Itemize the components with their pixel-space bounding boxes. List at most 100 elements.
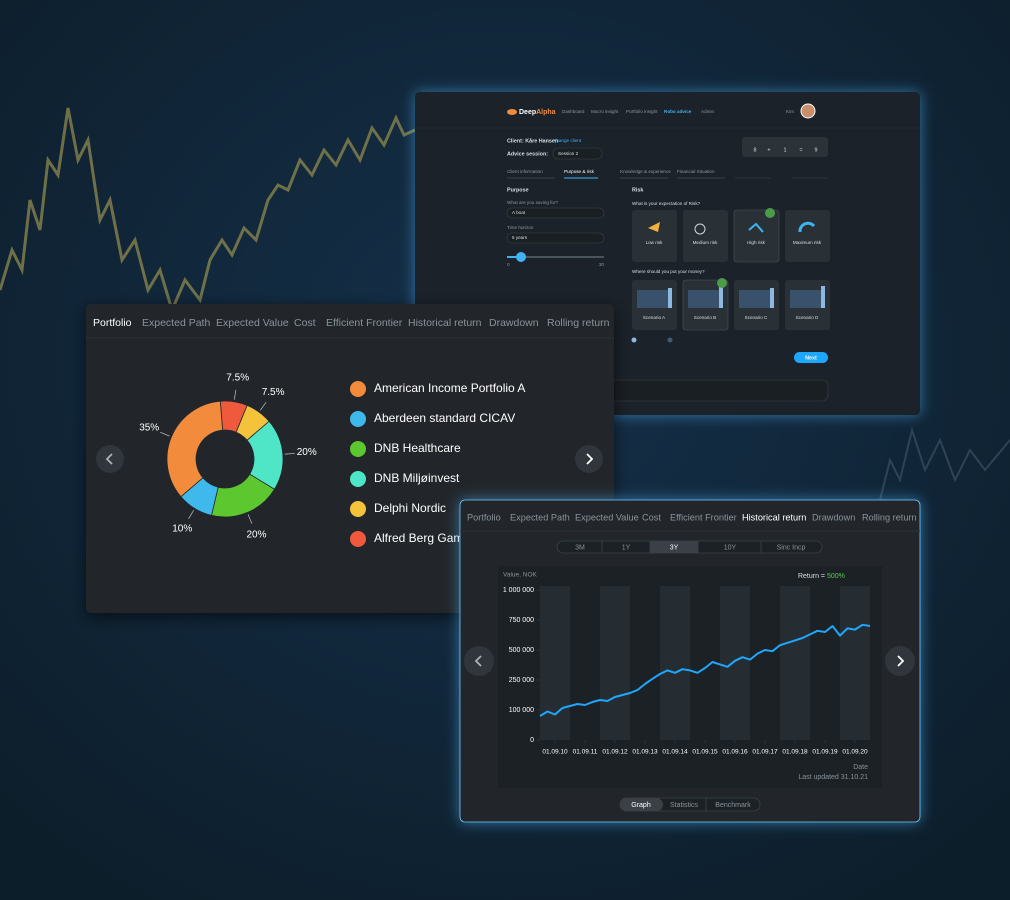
x-tick-label: 01.09.20 [842,749,868,756]
view-option[interactable]: Benchmark [715,802,751,809]
risk-option: Low risk [646,240,664,245]
scenario-label: Scenario B [694,315,716,320]
period-option[interactable]: 10Y [724,544,737,551]
view-option-active[interactable]: Graph [631,802,651,809]
leader-line [284,453,295,455]
tab[interactable]: Expected Path [510,512,570,522]
y-tick-label: 250 000 [509,677,534,684]
band [660,586,690,740]
next-button[interactable] [575,445,603,473]
next-button[interactable] [885,646,915,676]
tab-active[interactable]: Portfolio [93,317,132,329]
nav-item[interactable]: Portfolio insight [626,109,658,114]
risk-card[interactable] [683,210,728,262]
y-tick-label: 1 000 000 [503,587,534,594]
y-tick-label: 100 000 [509,707,534,714]
legend-dot [631,337,637,343]
change-client[interactable]: Change client [553,138,582,143]
data-label: 35% [139,422,159,433]
summary-operator: = [799,147,802,153]
prev-button[interactable] [96,445,124,473]
field-label: Time horizon [507,225,534,230]
tab[interactable]: Historical return [408,317,482,329]
text-input[interactable] [506,232,605,244]
tab[interactable]: Efficient Frontier [670,512,737,522]
text-input[interactable] [506,207,605,219]
scenario-cards: Scenario A Scenario B Scenario C Scenari… [632,278,830,331]
risk-card[interactable] [632,210,677,262]
next-button[interactable] [794,352,828,363]
period-option[interactable]: 1Y [622,544,631,551]
question: What is your expectation of Risk? [632,201,701,206]
nav-item[interactable]: Admin [701,109,714,114]
x-tick-label: 01.09.16 [722,749,748,756]
summary-operator: + [767,147,770,153]
period-option[interactable]: Sinc Incp [777,544,806,551]
step-tab-active[interactable]: Purpose & risk [564,169,595,174]
scenario-icon [637,290,825,308]
tab[interactable]: Drawdown [812,512,855,522]
step-tab[interactable]: Knowledge & experience [620,169,671,174]
tab[interactable]: Expected Value [575,512,639,522]
legend-swatch [350,471,366,487]
slider-max: 30 [599,262,605,267]
summary-value: 9 [815,147,818,153]
y-tick-label: 750 000 [509,617,534,624]
period-option-active[interactable]: 3Y [670,544,679,551]
brand: DeepAlpha [519,109,556,116]
risk-card[interactable] [785,210,830,262]
tab[interactable]: Rolling return [547,317,610,329]
tab[interactable]: Efficient Frontier [326,317,403,329]
field-label: What are you saving for? [507,200,559,205]
client-name: Client: Kåre Hansen [507,137,558,144]
section-title: Risk [632,187,643,193]
period-option[interactable]: 3M [575,544,585,551]
slider-min: 0 [507,262,510,267]
x-tick-label: 01.09.15 [692,749,718,756]
scenario-label: Scenario D [796,315,819,320]
band [720,586,750,740]
x-tick-label: 01.09.14 [662,749,688,756]
nav-item-active[interactable]: Robo advice [664,109,692,114]
session-value: Session 2 [558,151,579,156]
nav-item[interactable]: Macro insight [591,109,619,114]
risk-card-selected[interactable] [733,209,780,263]
band [600,586,630,740]
session-dropdown[interactable] [552,147,603,160]
step-tab[interactable]: Client information [507,169,543,174]
tab[interactable]: Portfolio [467,512,501,522]
nav-item[interactable]: Dashboard [562,109,585,114]
input-value: A boat [512,210,526,215]
x-tick-label: 01.09.18 [782,749,808,756]
leader-line [233,389,237,400]
session-label: Advice session: [507,151,548,157]
text-area[interactable] [579,379,829,402]
data-label: 7.5% [262,387,285,398]
user-name: Kim [786,109,794,114]
brand-text: Deep [519,109,536,116]
x-tick-label: 01.09.17 [752,749,778,756]
tab[interactable]: Expected Value [216,317,289,329]
avatar[interactable] [800,103,816,119]
tab[interactable]: Rolling return [862,512,917,522]
logo-icon [507,109,517,115]
legend-swatch [350,501,366,517]
slider-knob[interactable] [516,252,526,262]
tab-active[interactable]: Historical return [742,512,806,522]
tab[interactable]: Cost [294,317,316,329]
prev-button[interactable] [464,646,494,676]
risk-option: Medium risk [693,240,718,245]
leader-line [188,509,195,519]
band [540,586,570,740]
data-label: 20% [297,447,317,458]
tab[interactable]: Drawdown [489,317,539,329]
legend-swatch [350,531,366,547]
view-option[interactable]: Statistics [670,802,699,809]
legend-swatch [350,381,366,397]
risk-icon [648,222,660,232]
tab[interactable]: Cost [642,512,661,522]
tab[interactable]: Expected Path [142,317,210,329]
band [840,586,870,740]
step-tab[interactable]: Financial Situation [677,169,715,174]
